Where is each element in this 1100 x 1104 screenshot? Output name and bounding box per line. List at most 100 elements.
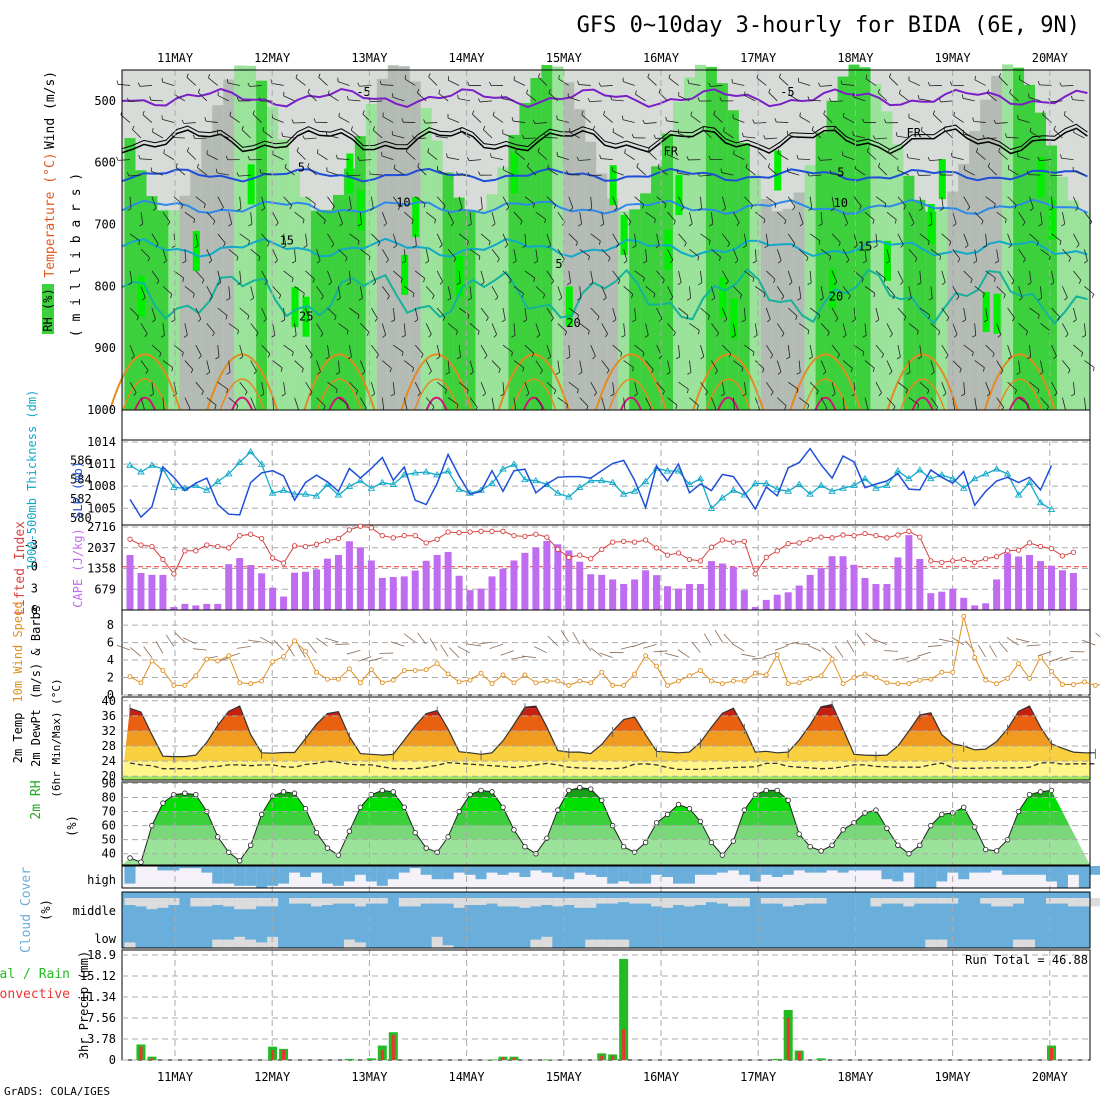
cloud-row-label: high [87,873,116,887]
cloud-high-bar [125,866,136,884]
surface-wind-barb [404,634,415,642]
precip-total-bar [367,1058,376,1060]
rh-shade [805,165,816,410]
cape-bar [510,560,517,610]
li-point [1038,544,1042,548]
rh-tick: 90 [102,776,116,790]
wind-speed-point [391,678,395,682]
rh-point [885,826,890,831]
surface-wind-barb [692,642,701,653]
rh-point [709,840,714,845]
cape-bar [159,575,166,610]
wind-speed-point [205,657,209,661]
wind-tick: 2 [107,671,114,685]
cloud-high-bar [541,866,552,873]
surface-wind-barb [989,645,996,657]
cape-bar [587,574,594,610]
cloud-high-bar [1002,866,1013,875]
label-convective: Convective [0,987,70,1002]
rh-shade-high [719,277,726,317]
cloud-high-bar [881,866,892,879]
label-cloud-cover: Cloud Cover [19,867,34,953]
surface-wind-barb [654,651,668,652]
cape-bar [916,559,923,610]
li-point [556,547,560,551]
rh-point [501,805,506,810]
cape-bar [236,558,243,610]
rh-tick: 50 [102,833,116,847]
li-point [654,546,658,550]
cape-bar [796,586,803,610]
cape-bar [214,604,221,610]
li-point [501,529,505,533]
wind-speed-point [435,662,439,666]
li-point [643,538,647,542]
label-2m-rh: 2m RH [29,780,44,819]
label-wind-barbs: (m/s) & Barbs [29,605,43,699]
rh-point [314,830,319,835]
cloud-high-bar [377,866,388,886]
wind-speed-point [698,669,702,673]
date-tick-top: 14MAY [449,51,486,65]
cape-bar [554,544,561,610]
wind-speed-point [655,664,659,668]
cloud-high-bar [673,866,684,884]
cape-bar [576,562,583,610]
wind-barb [425,123,437,124]
wind-speed-point [501,673,505,677]
slp-panel-frame [122,440,1090,525]
li-point [885,536,889,540]
label-temperature: Temperature (°C) [43,152,58,277]
li-point [281,561,285,565]
rh-point [424,846,429,851]
li-point [972,560,976,564]
li-point [786,541,790,545]
rh-point [1027,792,1032,797]
wind-speed-point [567,683,571,687]
surface-wind-barb [274,640,284,650]
temp-tick: 24 [102,754,116,768]
rh-shade [1046,145,1057,410]
li-point [918,535,922,539]
cloud-high-bar [816,866,827,873]
cloud-high-bar [651,866,662,875]
wind-speed-point [534,681,538,685]
cloud-high-bar [936,866,947,881]
li-point [512,533,516,537]
rh-shade [212,105,223,410]
cape-bar [258,573,265,610]
label-total-rain: Total / Rain [0,967,70,982]
label-rh-unit: (%) [65,815,79,837]
label-millibars: ( m i l l i b a r s ) [69,173,84,337]
wind-speed-point [347,667,351,671]
cloud-high-bar [223,866,234,884]
cape-bar [148,575,155,610]
wind-speed-point [720,682,724,686]
wind-barb [776,122,788,123]
rh-tick: 40 [102,847,116,861]
run-total: Run Total = 46.88 [965,953,1088,967]
cape-bar [225,564,232,610]
cloud-mid-gap [596,898,607,904]
cape-bar [499,569,506,610]
date-tick-top: 15MAY [546,51,583,65]
rh-point [523,844,528,849]
li-point [402,533,406,537]
date-tick-top: 18MAY [837,51,874,65]
wind-speed-point [325,677,329,681]
temp-tick: 28 [102,739,116,753]
rh-point [446,835,451,840]
precip-total-bar [345,1059,354,1060]
li-point [424,541,428,545]
wind-speed-point [841,682,845,686]
rh-shade [695,65,706,410]
cloud-mid-gap [201,898,212,906]
wind-speed-point [951,670,955,674]
rh-point [402,805,407,810]
surface-wind-barb [501,651,514,656]
cape-bar [774,595,781,610]
rh-point [896,843,901,848]
surface-wind-barb [884,651,898,652]
li-point [775,549,779,553]
rh-shade-high [994,294,1001,334]
